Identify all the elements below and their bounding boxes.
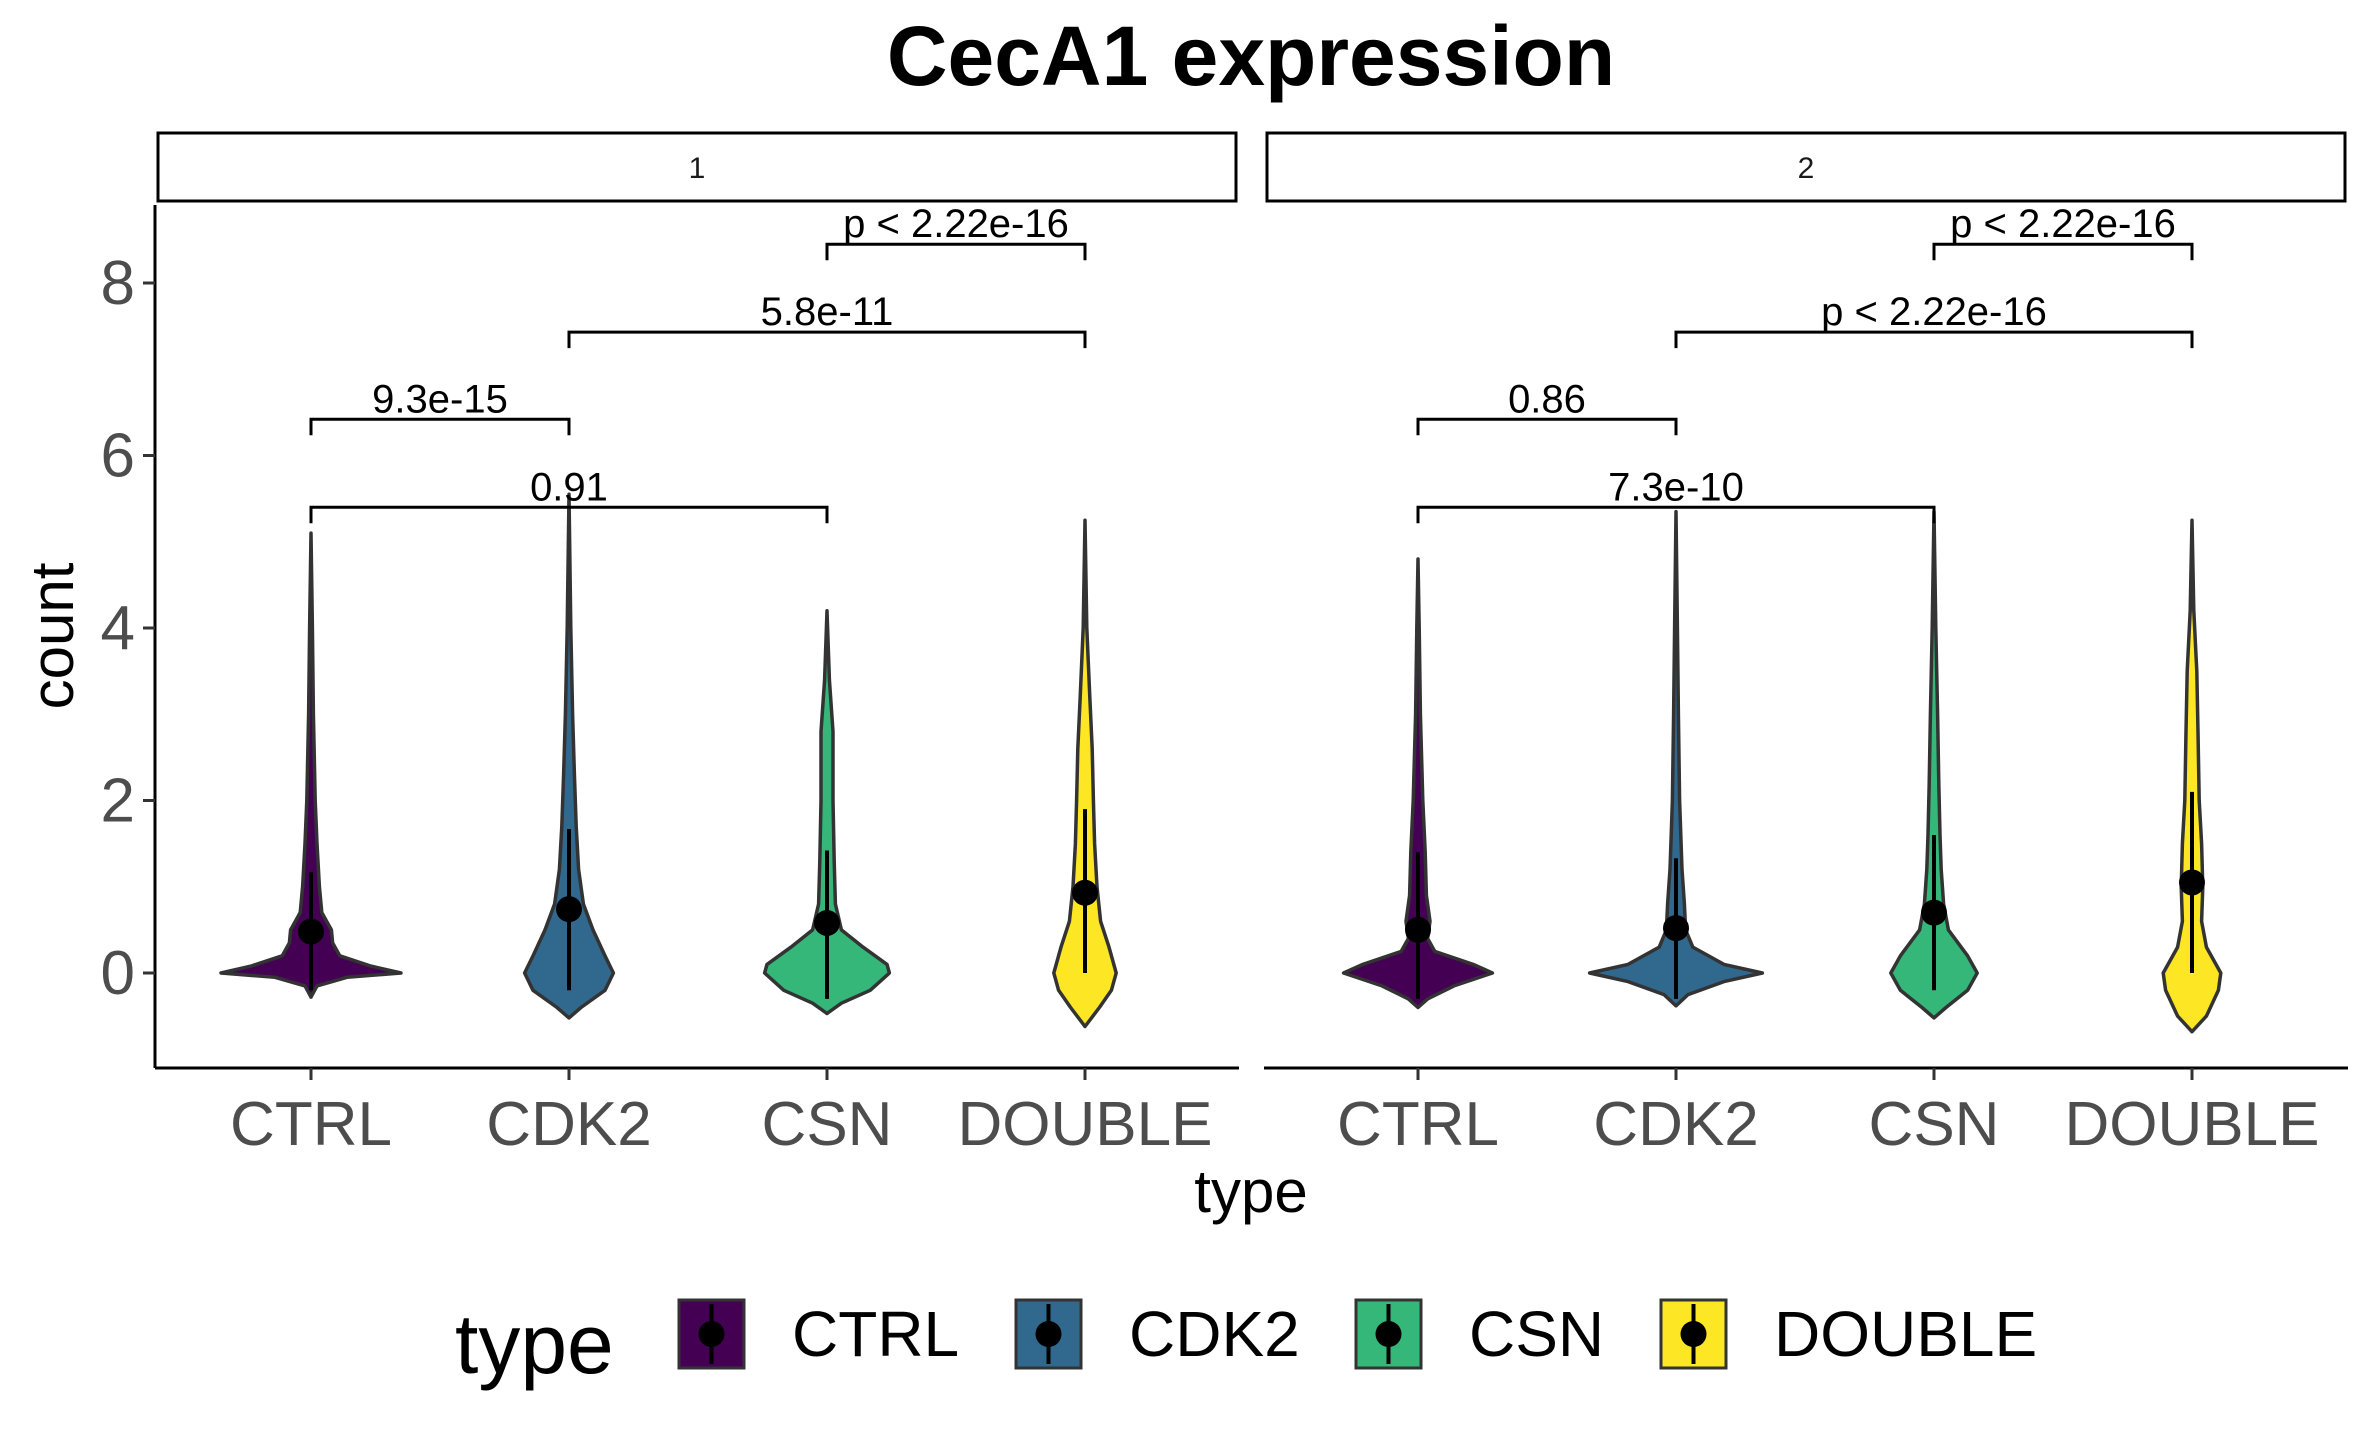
violin-group-ctrl bbox=[219, 531, 403, 999]
significance-bracket: 0.91 bbox=[309, 465, 829, 524]
x-tick-label: CDK2 bbox=[486, 1090, 651, 1159]
x-tick-label: CDK2 bbox=[1593, 1090, 1758, 1159]
y-tick-label: 0 bbox=[101, 939, 135, 1008]
mean-point bbox=[1405, 916, 1431, 943]
violin-group-cdk2 bbox=[522, 492, 616, 1020]
bracket-line bbox=[309, 417, 571, 436]
significance-bracket: p < 2.22e-16 bbox=[1674, 290, 2194, 349]
legend-label: CTRL bbox=[792, 1298, 959, 1370]
significance-bracket: p < 2.22e-16 bbox=[1932, 202, 2194, 261]
legend-item-csn: CSN bbox=[1354, 1298, 1604, 1370]
p-value-label: 0.91 bbox=[530, 465, 608, 509]
violin-csn bbox=[762, 609, 892, 1016]
bracket-line bbox=[1932, 242, 2194, 261]
legend-title: type bbox=[455, 1297, 614, 1391]
mean-point bbox=[298, 918, 324, 945]
violin-group-ctrl bbox=[1341, 557, 1495, 1010]
facet-panel-2: 2 CTRL CDK2 CSN DOUBLE p < 2.22e-16 p < 2.22e-… bbox=[1264, 131, 2348, 1159]
x-tick-label: CSN bbox=[762, 1090, 893, 1159]
x-tick-label: CTRL bbox=[230, 1090, 392, 1159]
facet-strip-label: 1 bbox=[689, 152, 706, 185]
mean-point bbox=[814, 909, 840, 936]
x-tick-label: DOUBLE bbox=[2065, 1090, 2320, 1159]
legend-key-point bbox=[1375, 1321, 1402, 1347]
bracket-line bbox=[825, 242, 1087, 261]
x-tick-label: CSN bbox=[1869, 1090, 2000, 1159]
violin-cdk2 bbox=[522, 492, 616, 1020]
legend-item-double: DOUBLE bbox=[1659, 1298, 2037, 1370]
significance-bracket: 0.86 bbox=[1416, 377, 1678, 436]
x-tick-label: DOUBLE bbox=[958, 1090, 1213, 1159]
violin-group-cdk2 bbox=[1587, 509, 1765, 1008]
chart-title: CecA1 expression bbox=[887, 9, 1615, 103]
violin-group-csn bbox=[762, 609, 892, 1016]
y-tick-label: 4 bbox=[101, 594, 135, 663]
legend-item-cdk2: CDK2 bbox=[1014, 1298, 1300, 1370]
bracket-line bbox=[567, 330, 1087, 349]
bracket-line bbox=[1416, 417, 1678, 436]
bracket-line bbox=[1674, 330, 2194, 349]
mean-point bbox=[556, 896, 582, 923]
p-value-label: 9.3e-15 bbox=[372, 377, 508, 421]
facet-panel-1: 1 0 2 4 6 8 CTRL CDK2 CSN DOUBLE p < 2.22e-16 5.8e-… bbox=[101, 131, 1239, 1159]
facet-strip bbox=[156, 131, 1238, 203]
legend-key-point bbox=[1680, 1321, 1707, 1347]
significance-bracket: p < 2.22e-16 bbox=[825, 202, 1087, 261]
significance-bracket: 7.3e-10 bbox=[1416, 465, 1936, 524]
facet-strip bbox=[1265, 131, 2347, 203]
mean-point bbox=[1072, 879, 1098, 906]
x-tick-label: CTRL bbox=[1337, 1090, 1499, 1159]
legend-label: CDK2 bbox=[1129, 1298, 1300, 1370]
violin-ctrl bbox=[1341, 557, 1495, 1010]
legend: type CTRL CDK2 CSN DOUBLE bbox=[455, 1297, 2037, 1391]
mean-point bbox=[2179, 869, 2205, 896]
p-value-label: p < 2.22e-16 bbox=[1821, 290, 2047, 334]
p-value-label: p < 2.22e-16 bbox=[1950, 202, 2176, 246]
y-tick-label: 6 bbox=[101, 422, 135, 491]
violin-group-csn bbox=[1889, 509, 1979, 1020]
p-value-label: 0.86 bbox=[1508, 377, 1586, 421]
y-axis-title: count bbox=[19, 562, 86, 709]
violin-double bbox=[1052, 518, 1118, 1029]
legend-key-point bbox=[698, 1321, 725, 1347]
legend-key-point bbox=[1035, 1321, 1062, 1347]
y-tick-label: 8 bbox=[101, 249, 135, 318]
p-value-label: p < 2.22e-16 bbox=[843, 202, 1069, 246]
significance-bracket: 9.3e-15 bbox=[309, 377, 571, 436]
mean-point bbox=[1663, 915, 1689, 942]
significance-bracket: 5.8e-11 bbox=[567, 290, 1087, 349]
legend-item-ctrl: CTRL bbox=[677, 1298, 959, 1370]
bracket-line bbox=[1416, 505, 1936, 524]
violin-ctrl bbox=[219, 531, 403, 999]
p-value-label: 5.8e-11 bbox=[761, 290, 894, 334]
panels-layer: 1 0 2 4 6 8 CTRL CDK2 CSN DOUBLE p < 2.22e-16 5.8e-… bbox=[101, 131, 2348, 1159]
mean-point bbox=[1921, 899, 1947, 926]
violin-group-double bbox=[1052, 518, 1118, 1029]
y-tick-label: 2 bbox=[101, 767, 135, 836]
facet-strip-label: 2 bbox=[1798, 152, 1815, 185]
x-axis-title: type bbox=[1194, 1158, 1307, 1225]
legend-label: DOUBLE bbox=[1774, 1298, 2037, 1370]
violin-double bbox=[2161, 518, 2223, 1034]
legend-label: CSN bbox=[1469, 1298, 1604, 1370]
p-value-label: 7.3e-10 bbox=[1608, 465, 1744, 509]
bracket-line bbox=[309, 505, 829, 524]
violin-cdk2 bbox=[1587, 509, 1765, 1008]
violin-group-double bbox=[2161, 518, 2223, 1034]
